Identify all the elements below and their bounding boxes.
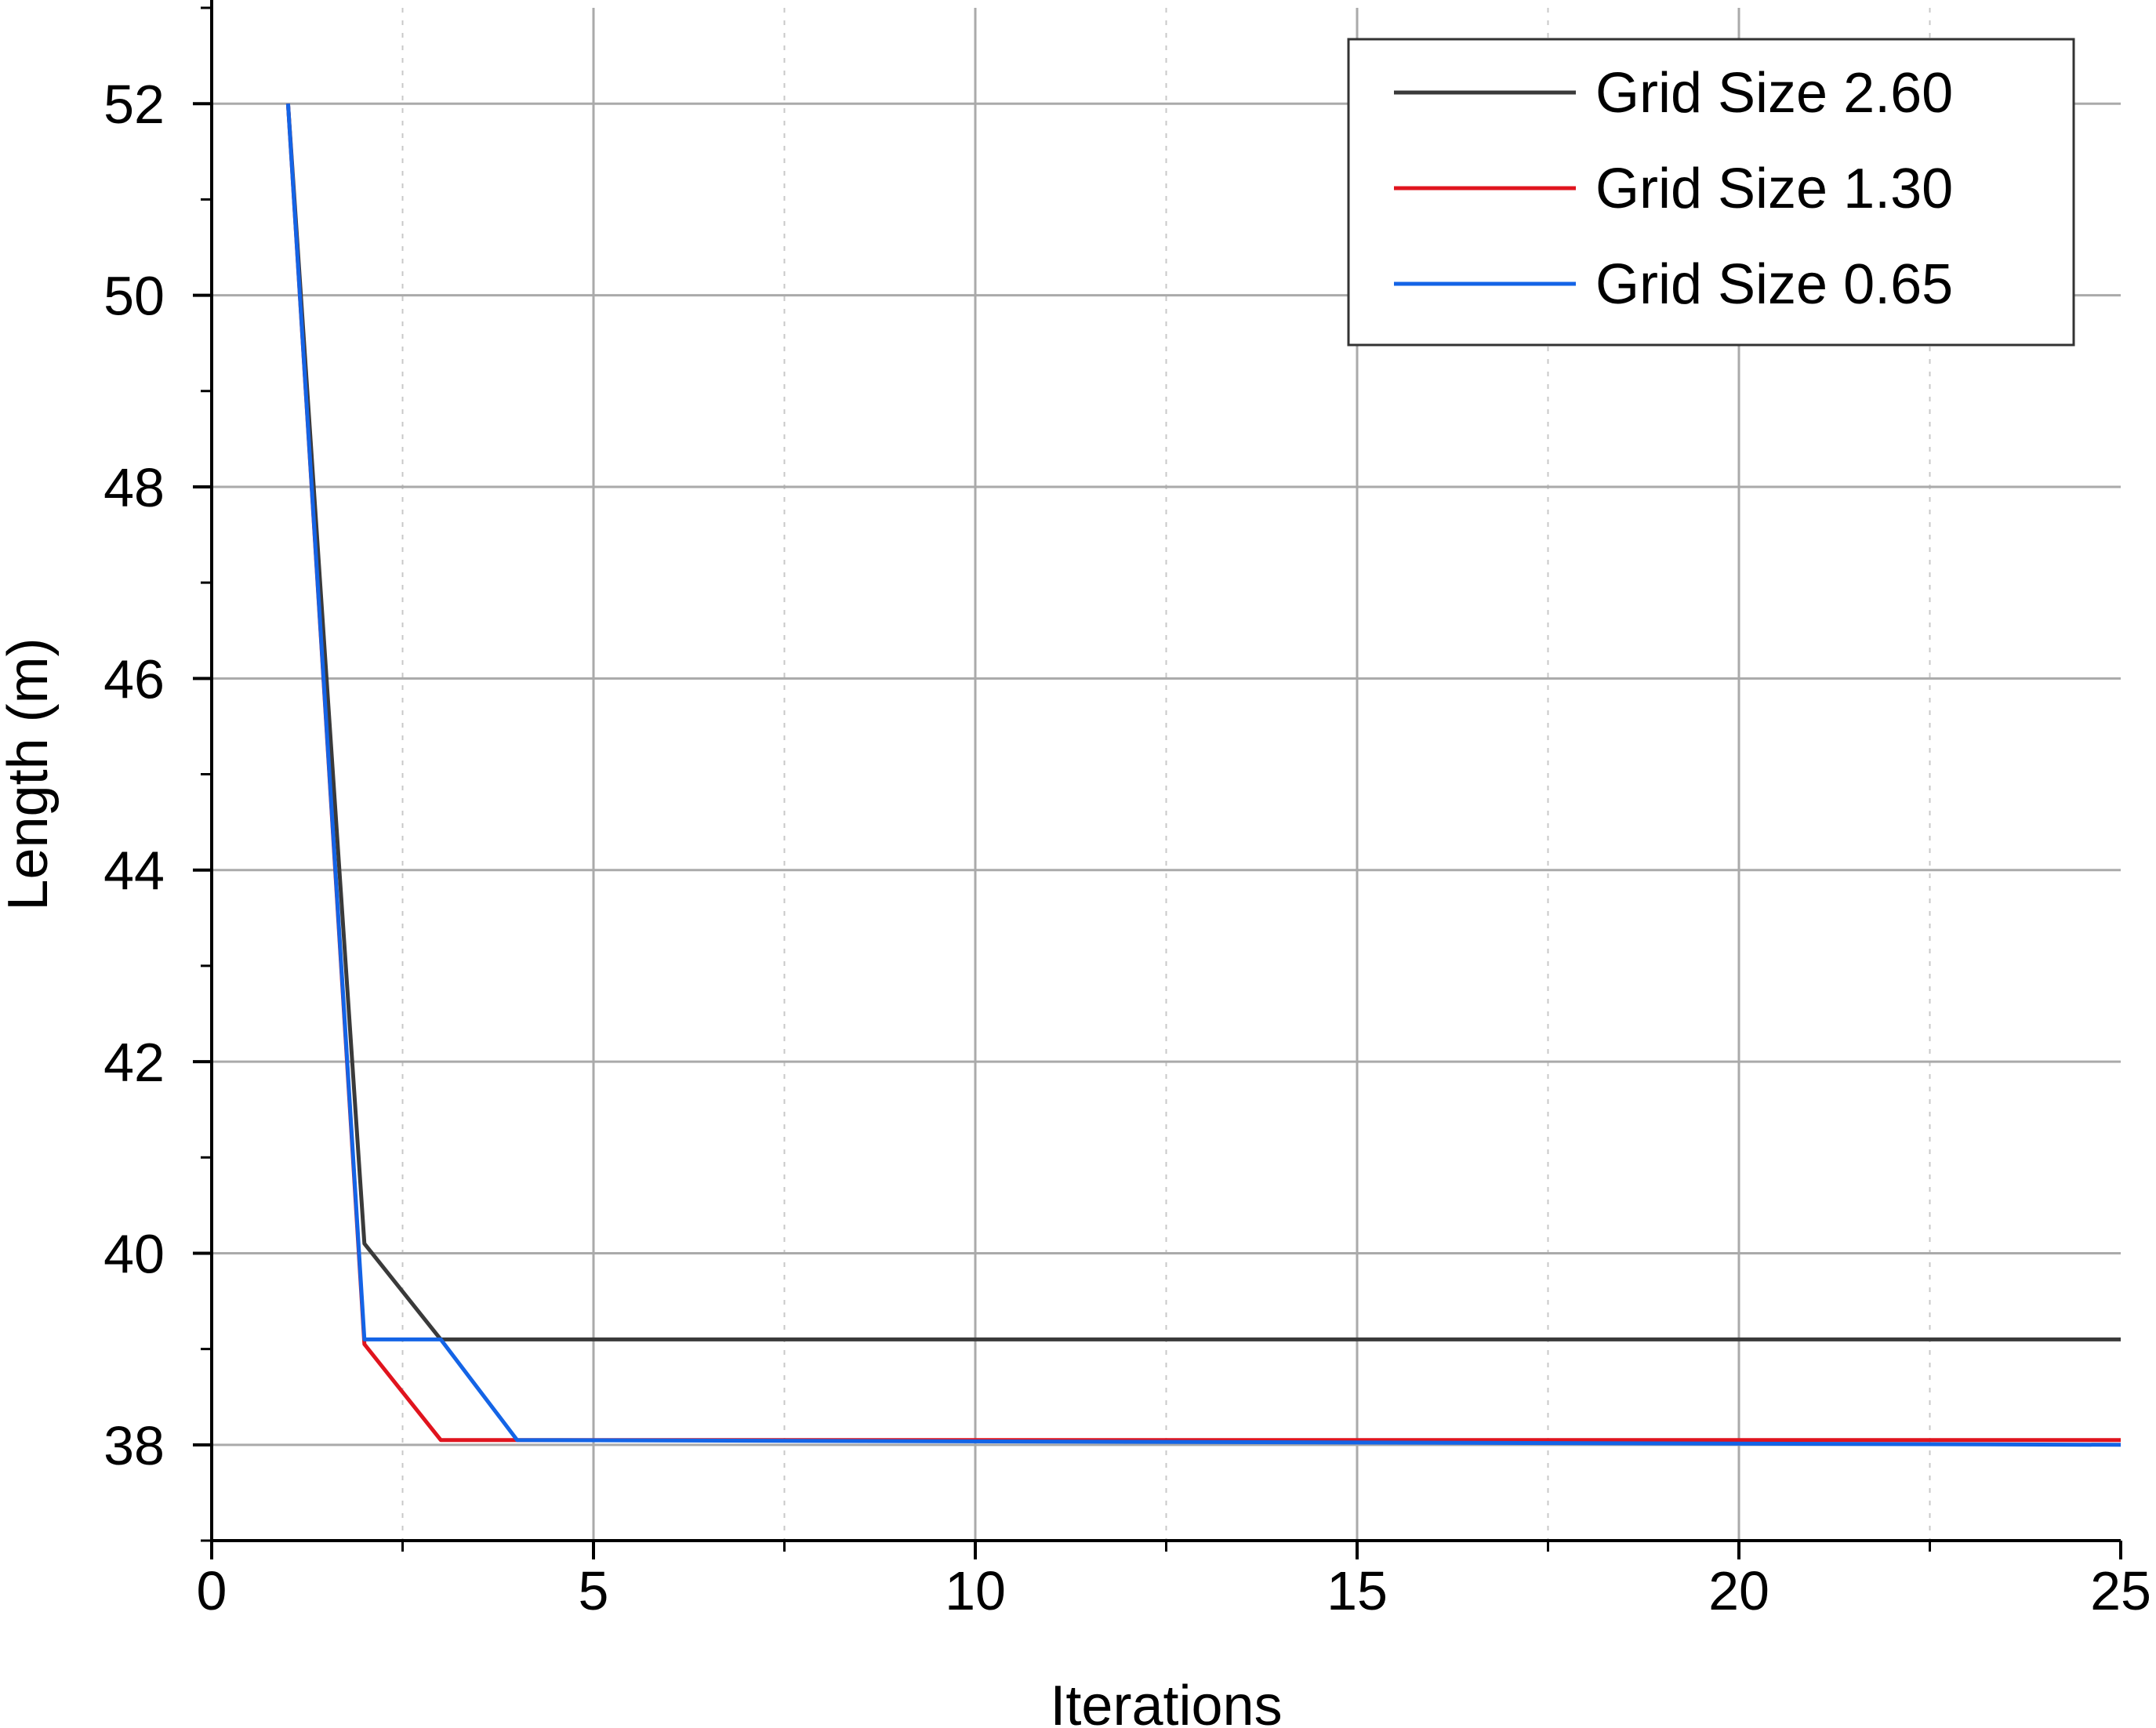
x-tick-label: 20 <box>1708 1560 1769 1621</box>
y-tick-label: 48 <box>103 457 165 518</box>
series-line <box>285 103 2121 1341</box>
y-tick-label: 52 <box>103 74 165 135</box>
x-tick-label: 0 <box>197 1560 227 1621</box>
y-tick-label: 46 <box>103 648 165 710</box>
x-tick-label: 10 <box>945 1560 1006 1621</box>
legend-label: Grid Size 1.30 <box>1595 158 1953 220</box>
legend: Grid Size 2.60 Grid Size 1.30 Grid Size 0.… <box>1347 38 2075 347</box>
y-axis-label: Length (m) <box>0 637 60 910</box>
y-tick-label: 40 <box>103 1223 165 1284</box>
axis-ticks <box>193 6 2122 1559</box>
tick-labels: 0 5 10 15 20 25 38 40 42 44 46 48 50 52 <box>103 74 2151 1621</box>
x-tick-label: 15 <box>1327 1560 1388 1621</box>
series-lines <box>285 103 2122 1447</box>
legend-label: Grid Size 2.60 <box>1595 62 1953 125</box>
x-tick-label: 25 <box>2090 1560 2151 1621</box>
x-tick-label: 5 <box>579 1560 609 1621</box>
y-tick-label: 50 <box>103 266 165 327</box>
y-tick-label: 38 <box>103 1415 165 1476</box>
legend-box <box>1347 38 2075 347</box>
y-tick-label: 44 <box>103 840 165 902</box>
legend-label: Grid Size 0.65 <box>1595 253 1953 316</box>
x-axis-label: Iterations <box>1050 1675 1282 1728</box>
series-line <box>285 103 2122 1447</box>
y-tick-label: 42 <box>103 1032 165 1093</box>
